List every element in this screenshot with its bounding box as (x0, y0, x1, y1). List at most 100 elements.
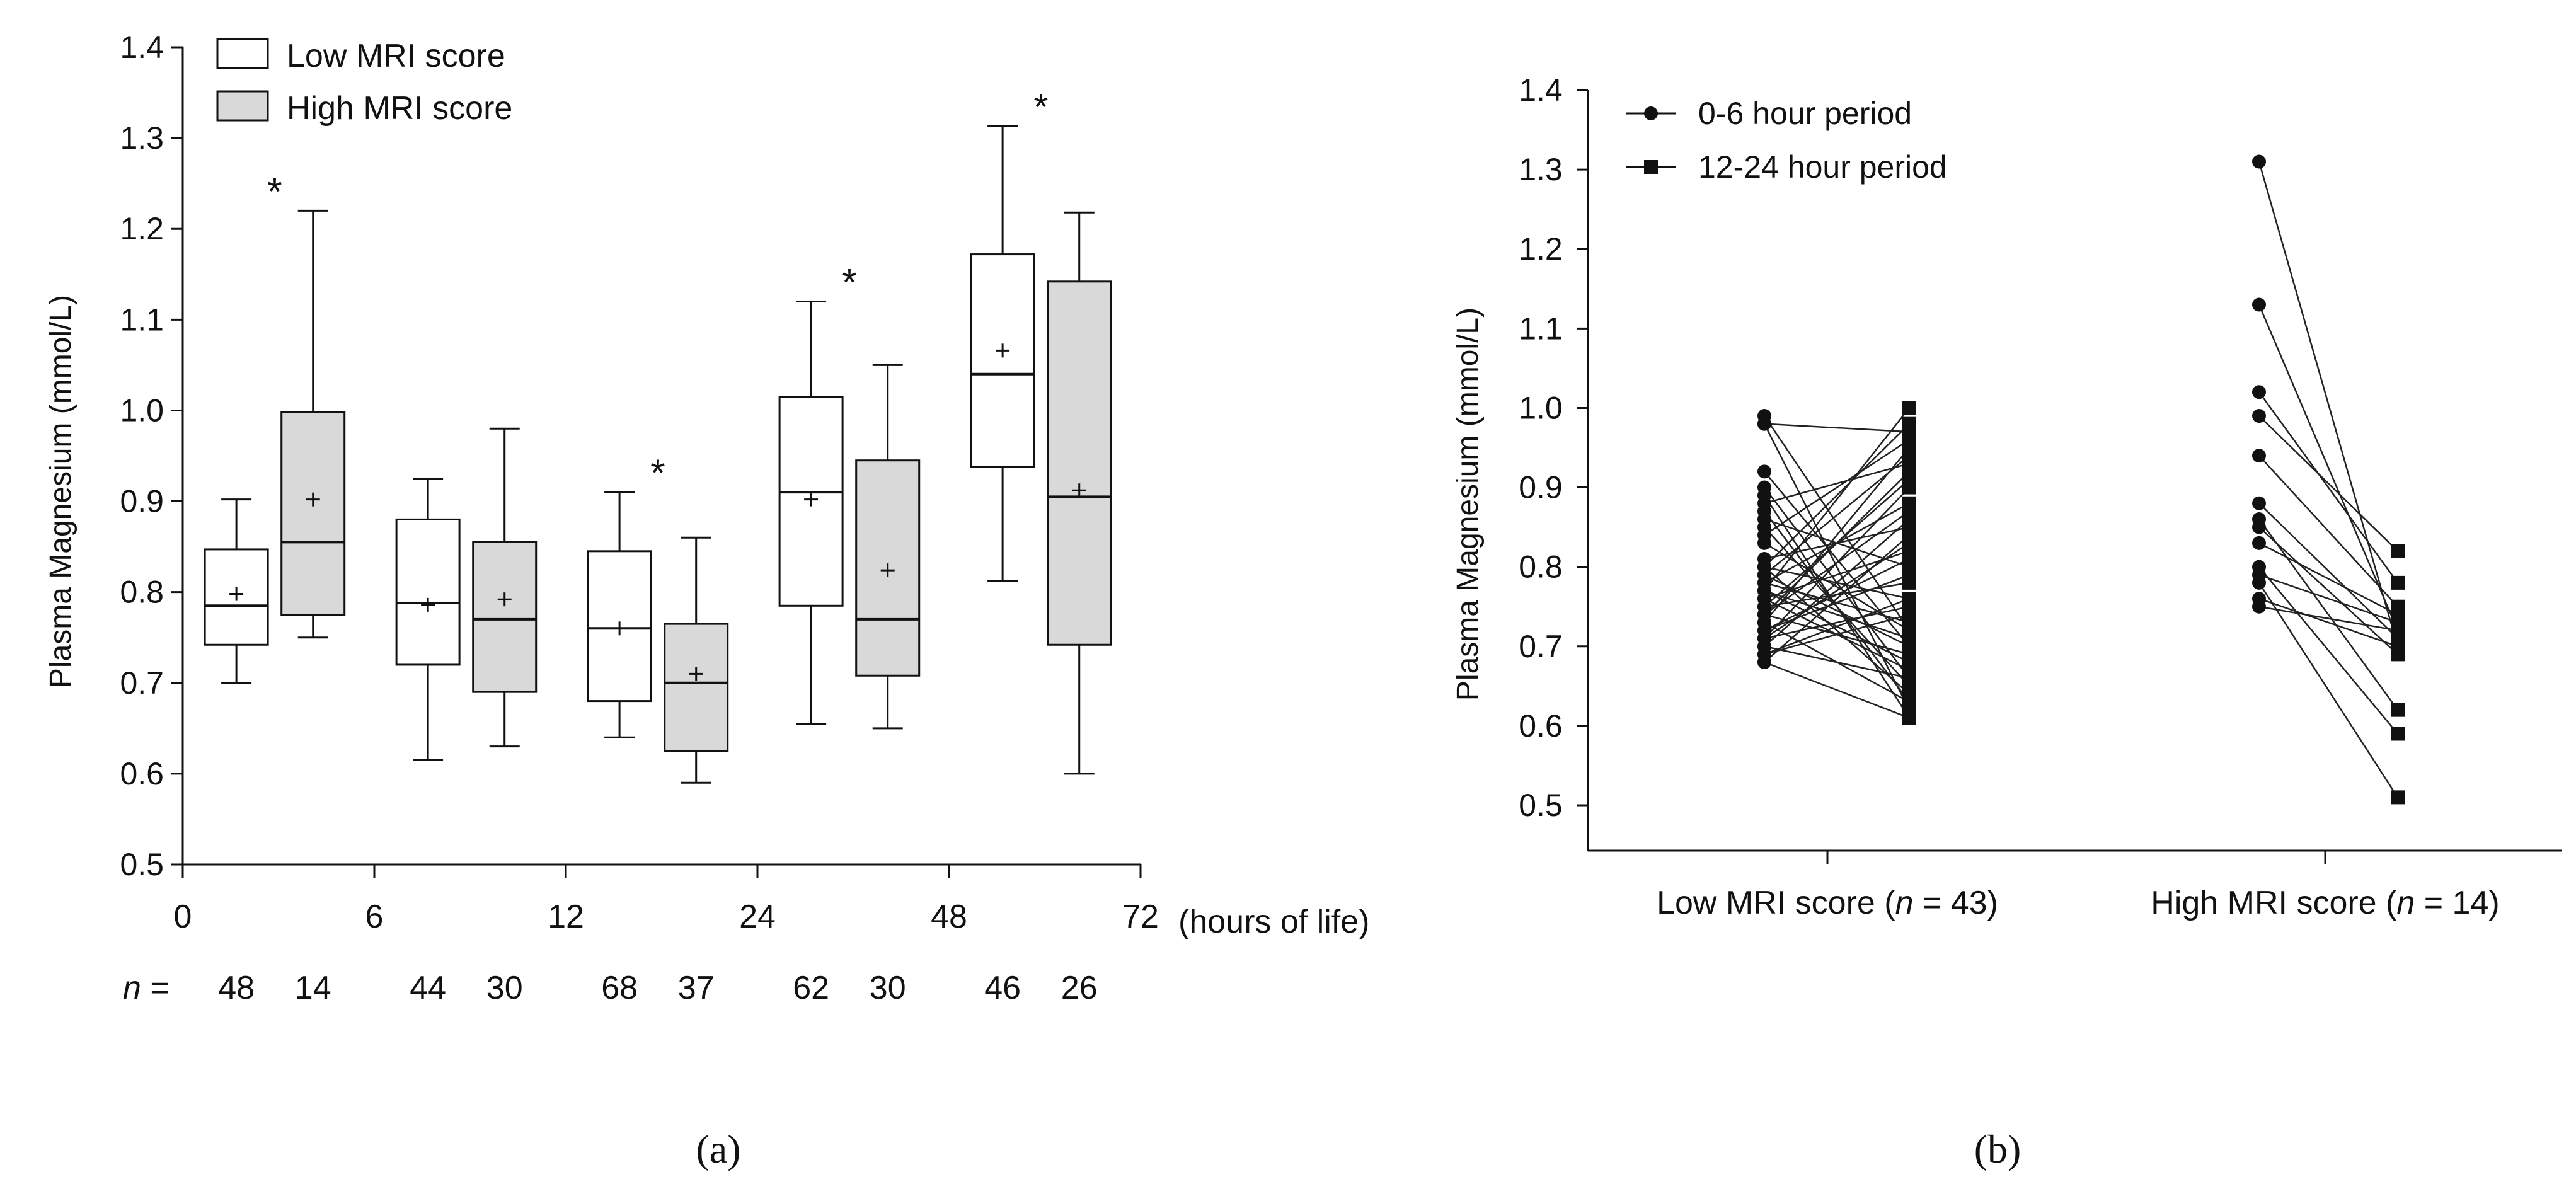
point-0-6-hour (1757, 607, 1771, 622)
point-0-6-hour (1757, 631, 1771, 646)
point-12-24-hour (1902, 647, 1916, 662)
panel-b-y-tick-label: 1.3 (1519, 152, 1563, 187)
n-count-label: 44 (410, 970, 446, 1006)
pair-line (1764, 534, 1910, 663)
panel-b-y-axis-label: Plasma Magnesium (mmol/L) (1451, 307, 1485, 701)
legend-label-high: High MRI score (287, 90, 512, 127)
panel-a-x-tick-label: 12 (548, 899, 584, 935)
legend-label-12-24: 12-24 hour period (1698, 149, 1947, 185)
point-12-24-hour (1902, 631, 1916, 646)
point-0-6-hour (1757, 560, 1771, 574)
panel-b-label: (b) (1974, 1127, 2021, 1171)
panel-b-y-tick-label: 1.1 (1519, 311, 1563, 346)
pair-line (1764, 471, 1910, 616)
pair-line (1764, 486, 1910, 640)
box-iqr (970, 253, 1035, 468)
point-12-24-hour (1902, 592, 1916, 606)
n-count-label: 46 (984, 970, 1021, 1006)
point-12-24-hour (2391, 703, 2405, 717)
pair-line (1764, 606, 1910, 640)
panel-a-y-tick-label: 1.3 (120, 120, 164, 156)
legend-label-low: Low MRI score (287, 38, 505, 74)
n-count-label: 26 (1061, 970, 1098, 1006)
panel-a-x-tick-label: 0 (174, 899, 192, 935)
pair-line (2258, 415, 2398, 552)
panel-b-y-tick-label: 0.9 (1519, 470, 1563, 505)
point-0-6-hour (2252, 385, 2266, 399)
legend-swatch-high (216, 90, 269, 122)
point-12-24-hour (1902, 464, 1916, 479)
box-iqr (395, 518, 461, 666)
point-0-6-hour (2252, 297, 2266, 312)
point-12-24-hour (1902, 416, 1916, 431)
pair-line (1764, 447, 1910, 623)
pair-line (2258, 542, 2398, 616)
point-0-6-hour (1757, 655, 1771, 669)
pair-line (1764, 574, 1910, 631)
panel-b-axes: 0.5 0.6 0.7 0.8 0.9 1.0 1.1 1.2 1.3 1.4 (1519, 72, 2562, 864)
group-label-low-count: = 43) (1914, 885, 1998, 921)
n-count-label: 30 (486, 970, 523, 1006)
point-0-6-hour (1757, 464, 1771, 479)
point-0-6-hour (1757, 536, 1771, 550)
panel-b-chart: 0.5 0.6 0.7 0.8 0.9 1.0 1.1 1.2 1.3 1.4 Plasma Ma… (1451, 72, 2562, 1171)
pair-line (2258, 597, 2398, 647)
panel-a-x-tick-label: 72 (1122, 899, 1159, 935)
point-12-24-hour (1902, 552, 1916, 566)
panel-b-pair-lines (1763, 161, 2399, 798)
pair-line (2258, 391, 2399, 583)
group-label-low-n: n (1895, 885, 1914, 921)
point-0-6-hour (2252, 599, 2266, 614)
group-label-high-text: High MRI score ( (2151, 885, 2397, 921)
point-0-6-hour (2252, 520, 2266, 534)
point-12-24-hour (1902, 440, 1916, 455)
panel-b-y-tick-label: 0.8 (1519, 549, 1563, 585)
panel-a-y-tick-label: 0.6 (120, 756, 164, 791)
point-0-6-hour (2252, 496, 2266, 510)
pair-line (2258, 526, 2398, 655)
point-0-6-hour (2252, 575, 2266, 590)
n-count-label: 48 (218, 970, 255, 1006)
pair-line (1764, 574, 1910, 647)
pair-line (2258, 304, 2399, 631)
box-iqr (1047, 280, 1112, 646)
pair-line (2258, 574, 2398, 624)
legend-swatch-low (216, 38, 269, 69)
panel-b-markers (1757, 154, 2405, 805)
box-iqr (472, 541, 538, 693)
point-12-24-hour (1902, 607, 1916, 622)
panel-a-y-tick-label: 1.0 (120, 393, 164, 428)
point-12-24-hour (2391, 727, 2405, 741)
panel-a-y-tick-label: 0.5 (120, 847, 164, 882)
pair-line (1764, 661, 1910, 719)
panel-a-boxes: 48 14 * 44 30 68 37 * 62 30 * 46 26 * (204, 86, 1112, 1006)
n-row-prefix: n = (123, 970, 170, 1006)
group-label-low: Low MRI score (n = 43) (1657, 885, 1998, 921)
n-count-label: 30 (870, 970, 906, 1006)
pair-line (1764, 558, 1910, 631)
point-12-24-hour (1902, 695, 1916, 709)
group-label-high-count: = 14) (2415, 885, 2499, 921)
pair-line (2258, 582, 2399, 798)
pair-line (1763, 415, 1911, 631)
pair-line (2258, 519, 2399, 711)
panel-a-y-tick-label: 0.8 (120, 575, 164, 610)
point-12-24-hour (1902, 536, 1916, 550)
pair-line (1764, 590, 1910, 640)
pair-line (1764, 645, 1910, 679)
point-0-6-hour (2252, 409, 2266, 423)
box-iqr (280, 411, 346, 616)
significance-marker: * (842, 261, 856, 304)
x-axis-unit-label: (hours of life) (1178, 904, 1369, 940)
panel-a-y-tick-label: 1.2 (120, 211, 164, 246)
point-12-24-hour (2391, 544, 2405, 558)
n-count-label: 62 (793, 970, 829, 1006)
n-count-label: 14 (295, 970, 331, 1006)
n-count-label: 68 (601, 970, 638, 1006)
pair-line (1764, 455, 1910, 576)
panel-a-y-tick-label: 0.7 (120, 665, 164, 701)
panel-b-y-tick-label: 1.4 (1519, 72, 1563, 108)
point-0-6-hour (1757, 583, 1771, 598)
point-12-24-hour (1902, 671, 1916, 686)
legend-marker-circle (1644, 106, 1658, 120)
